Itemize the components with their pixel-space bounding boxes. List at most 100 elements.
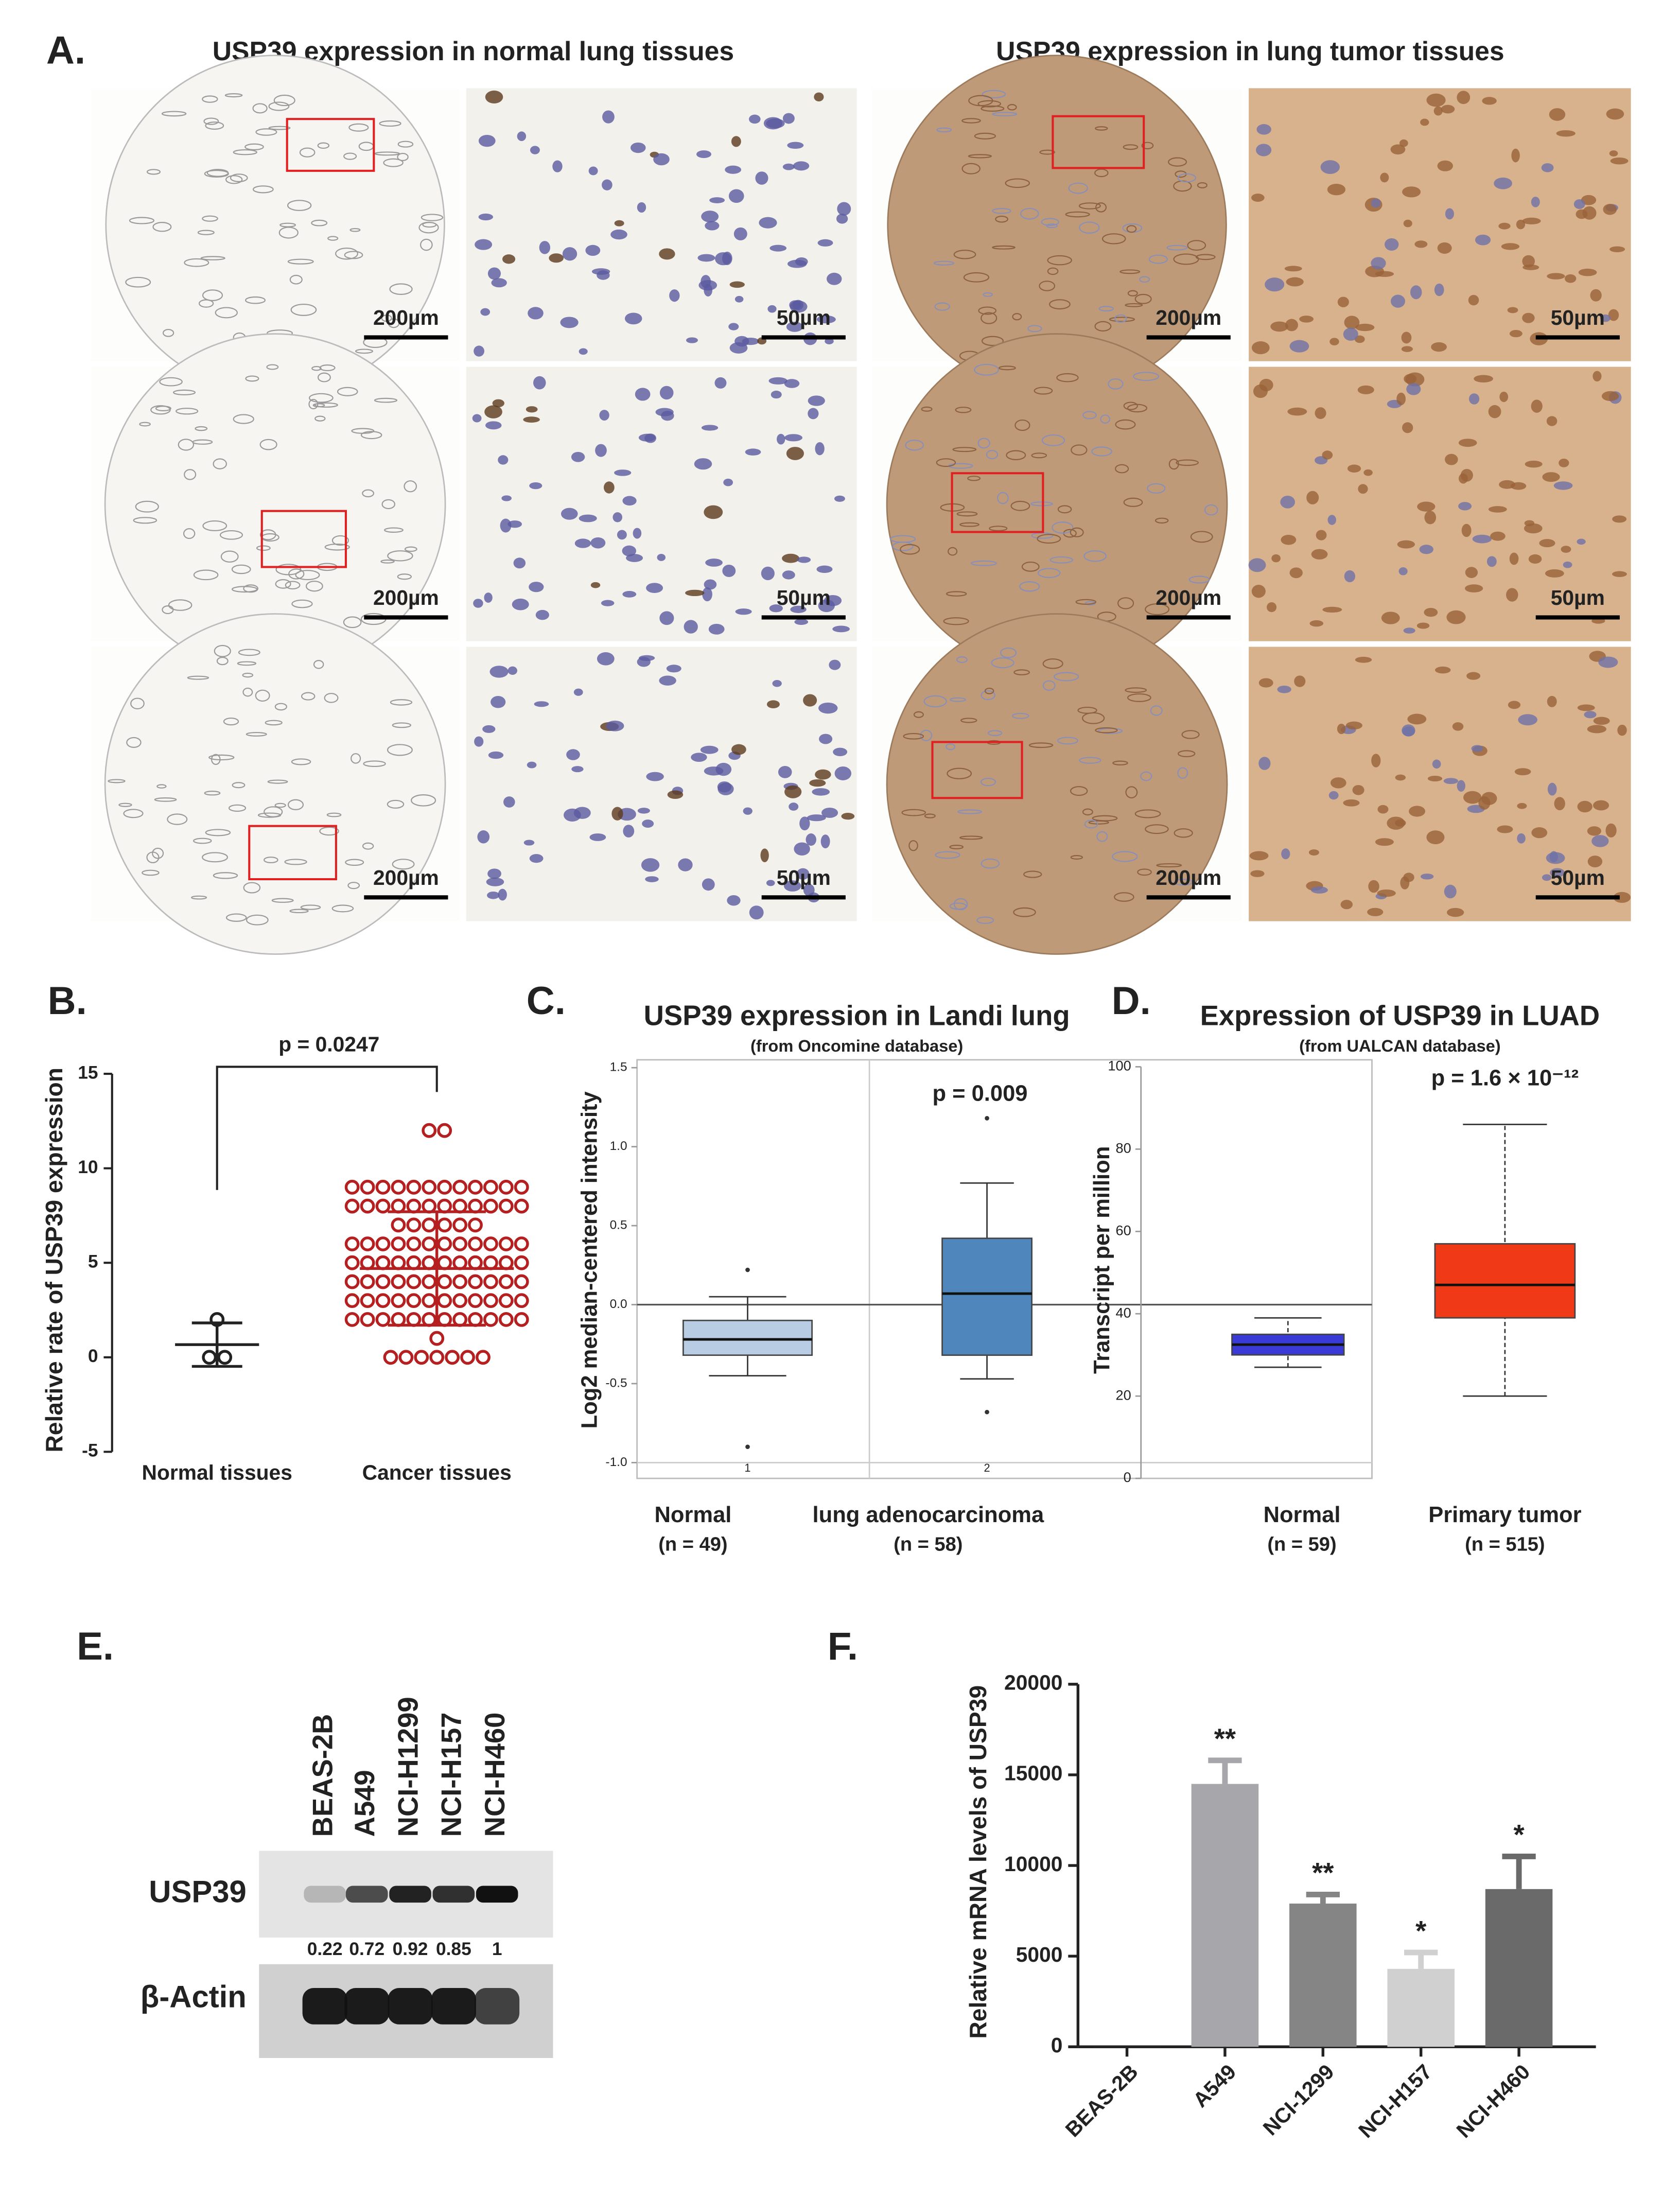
nucleus <box>1357 385 1374 394</box>
tissue-texture <box>953 250 976 259</box>
nucleus <box>1322 450 1333 460</box>
nucleus <box>1343 327 1358 341</box>
tissue-texture <box>1057 505 1072 514</box>
x-tick-label: NCI-H157 <box>1354 2060 1437 2142</box>
y-tick-label: 5 <box>88 1252 98 1272</box>
tissue-texture <box>159 377 183 387</box>
nucleus <box>1371 198 1381 208</box>
data-point <box>437 1123 452 1138</box>
nucleus <box>539 241 550 254</box>
data-point <box>514 1274 529 1289</box>
tissue-texture <box>205 829 231 836</box>
data-point <box>452 1179 468 1195</box>
data-point <box>406 1312 422 1327</box>
y-tick-label: 100 <box>1108 1058 1131 1074</box>
data-point <box>514 1312 529 1327</box>
nucleus <box>585 245 601 256</box>
tissue-texture <box>976 916 994 924</box>
nucleus <box>1610 158 1629 165</box>
tissue-texture <box>936 127 952 133</box>
nucleus <box>1497 825 1513 833</box>
data-point <box>391 1293 406 1309</box>
nucleus <box>611 807 623 821</box>
data-point <box>422 1236 437 1251</box>
tissue-texture <box>211 754 221 765</box>
tissue-texture <box>125 276 151 288</box>
tissue-texture <box>1177 173 1197 183</box>
quantification-label: 0.72 <box>349 1939 384 1959</box>
data-point <box>498 1274 514 1289</box>
nucleus <box>1531 827 1548 839</box>
tissue-texture <box>1068 182 1088 194</box>
data-point <box>422 1312 437 1327</box>
region-box <box>931 741 1023 799</box>
tissue-texture <box>288 568 305 580</box>
nucleus <box>704 579 717 590</box>
nucleus <box>1517 833 1526 844</box>
nucleus <box>659 386 674 400</box>
tissue-texture <box>1177 767 1188 779</box>
data-point <box>483 1274 498 1289</box>
tissue-texture <box>152 847 164 859</box>
data-point <box>360 1236 375 1251</box>
nucleus <box>1587 725 1606 734</box>
nucleus <box>827 272 842 285</box>
data-point <box>437 1293 452 1309</box>
tissue-texture <box>1037 568 1061 578</box>
tissue-texture <box>275 564 302 575</box>
nucleus <box>808 408 819 420</box>
nucleus <box>723 478 733 486</box>
nucleus <box>760 848 769 863</box>
nucleus <box>794 619 809 625</box>
significance-label: * <box>1415 1915 1427 1946</box>
data-point <box>498 1312 514 1327</box>
tissue-texture <box>311 219 328 226</box>
data-point <box>437 1179 452 1195</box>
tissue-texture <box>327 236 339 241</box>
nucleus <box>807 814 826 822</box>
plot-frame <box>636 1059 1373 1479</box>
tissue-texture <box>1019 581 1040 592</box>
y-tick-label: -1.0 <box>605 1455 627 1469</box>
tissue-texture <box>387 744 413 756</box>
nucleus <box>1494 177 1512 189</box>
p-value: p = 1.6 × 10⁻¹² <box>1431 1066 1579 1090</box>
nucleus <box>1249 851 1269 861</box>
tissue-texture <box>1052 521 1074 534</box>
tissue-texture <box>1096 831 1108 842</box>
tissue-texture <box>1095 727 1118 734</box>
tissue-texture <box>326 812 342 817</box>
nucleus <box>571 451 585 462</box>
data-point <box>452 1217 468 1233</box>
tissue-texture <box>1079 221 1100 234</box>
nucleus <box>1258 757 1271 770</box>
nucleus <box>1578 268 1597 276</box>
tissue-texture <box>1108 378 1124 390</box>
nucleus <box>1488 506 1507 513</box>
y-tick-label: 20 <box>1115 1387 1131 1403</box>
nucleus <box>1402 724 1415 737</box>
quantification-label: 1 <box>492 1939 502 1959</box>
nucleus <box>1381 612 1400 624</box>
nucleus <box>1250 870 1265 877</box>
p-value: p = 0.0247 <box>278 1032 379 1056</box>
nucleus <box>1403 219 1412 228</box>
nucleus <box>1528 554 1542 564</box>
nucleus <box>789 803 799 811</box>
nucleus <box>1344 316 1360 329</box>
data-point <box>360 1274 375 1289</box>
nucleus <box>1287 407 1307 416</box>
nucleus <box>1581 195 1597 205</box>
tissue-texture <box>1012 313 1022 321</box>
nucleus <box>817 239 833 247</box>
tissue-texture <box>1114 314 1127 323</box>
nucleus <box>705 559 723 567</box>
tissue-texture <box>1187 240 1206 251</box>
nucleus <box>597 270 610 280</box>
tissue-texture <box>967 476 981 481</box>
nucleus <box>1471 745 1483 752</box>
tissue-texture <box>290 303 317 316</box>
nucleus <box>697 254 715 262</box>
data-point <box>468 1255 483 1270</box>
nucleus <box>657 554 666 561</box>
